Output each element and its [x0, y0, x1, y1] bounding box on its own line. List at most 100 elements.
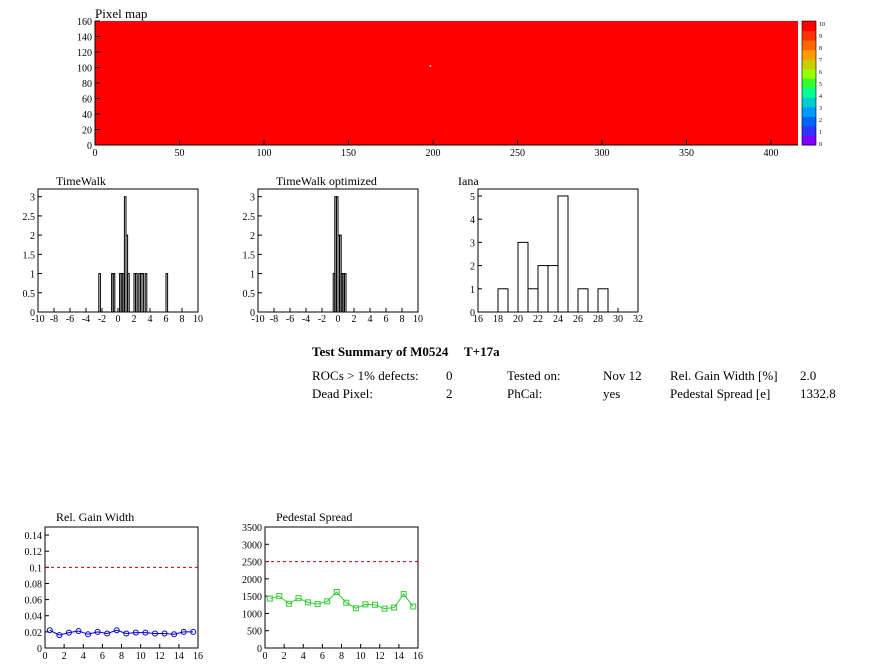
pedestal-spread-title: Pedestal Spread	[276, 510, 352, 524]
pixel-map-title: Pixel map	[95, 6, 147, 21]
pedestal-spread-point	[314, 601, 321, 608]
timewalk-optimized-x-tick-label: -8	[270, 314, 278, 325]
rel-gain-width-point	[65, 629, 72, 636]
pixel-map-x-tick-label: 50	[174, 148, 184, 159]
pixel-map-y-tick-label: 100	[77, 64, 92, 75]
rel-gain-width-point	[180, 628, 187, 635]
iana-title: Iana	[458, 174, 479, 188]
colorbar-band	[802, 30, 816, 41]
summary-value-ped-spread: 1332.8	[800, 386, 836, 401]
pedestal-spread-point	[371, 601, 378, 608]
iana-x-tick-label: 22	[533, 314, 543, 325]
pedestal-spread-point	[381, 605, 388, 612]
pedestal-spread-x-tick-label: 2	[282, 651, 287, 662]
rel-gain-width-point	[75, 628, 82, 635]
iana-y-tick-label: 3	[470, 238, 475, 249]
pixel-map-fill	[95, 21, 798, 145]
pedestal-spread-point	[410, 603, 417, 610]
colorbar-frame	[801, 20, 817, 146]
pixel-map-y-tick-label: 60	[82, 95, 92, 106]
pedestal-spread-x-tick-label: 0	[263, 651, 268, 662]
colorbar-band	[802, 78, 816, 89]
timewalk-bar	[144, 273, 148, 313]
pedestal-spread-x-tick-label: 4	[301, 651, 306, 662]
colorbar-tick-label: 5	[819, 82, 822, 88]
colorbar-band	[802, 68, 816, 79]
pedestal-spread-point	[285, 600, 292, 607]
iana-x-tick-label: 20	[513, 314, 523, 325]
pedestal-spread-point	[295, 595, 302, 602]
pedestal-spread-series-line	[269, 591, 414, 610]
rel-gain-width-x-tick-label: 2	[62, 651, 67, 662]
rel-gain-width-point	[85, 631, 92, 638]
pedestal-spread-chart: Pedestal Spread 0 2 4 6 8 10 12 14 16 0 500 1000 1500…	[242, 510, 423, 662]
pixel-map-y-tick-label: 160	[77, 17, 92, 28]
pixel-map-y-tick-label: 0	[87, 141, 92, 152]
iana-y-tick-label: 1	[470, 285, 475, 296]
timewalk-optimized-y-tick-label: 0	[250, 308, 255, 319]
rel-gain-width-x-tick-label: 4	[81, 651, 86, 662]
iana-bar	[577, 288, 589, 313]
pixel-map-y-tick-label: 140	[77, 33, 92, 44]
timewalk-bar	[141, 273, 145, 313]
colorbar-band	[802, 21, 816, 32]
timewalk-optimized-x-tick-label: 2	[352, 314, 357, 325]
pedestal-spread-point	[333, 588, 340, 595]
iana-y-tick-label: 5	[470, 192, 475, 203]
timewalk-optimized-y-tick-label: 1	[250, 270, 255, 281]
iana-bar	[557, 195, 569, 313]
pedestal-spread-x-tick-label: 8	[339, 651, 344, 662]
rel-gain-width-point	[190, 628, 197, 635]
colorbar-tick-label: 0	[819, 142, 822, 148]
rel-gain-width-x-tick-label: 0	[43, 651, 48, 662]
pedestal-spread-frame	[264, 526, 419, 649]
pedestal-spread-y-tick-label: 0	[257, 644, 262, 655]
pedestal-spread-y-tick-label: 2000	[242, 575, 262, 586]
rel-gain-width-chart: Rel. Gain Width 0 2 4 6 8 10 12 14 16 0 0.02 0.04 0.0…	[25, 510, 204, 662]
pixel-map-x-tick-label: 0	[93, 148, 98, 159]
rel-gain-width-series-line	[49, 629, 194, 636]
timewalk-x-tick-label: -6	[66, 314, 74, 325]
rel-gain-width-y-tick-label: 0.1	[30, 563, 43, 574]
timewalk-frame	[37, 188, 199, 313]
colorbar-band	[802, 125, 816, 136]
timewalk-optimized-x-tick-label: 8	[400, 314, 405, 325]
pedestal-spread-point	[266, 595, 273, 602]
rel-gain-width-point	[46, 627, 53, 634]
summary-label-ped-spread: Pedestal Spread [e]	[670, 386, 771, 401]
rel-gain-width-point	[151, 630, 158, 637]
timewalk-bar	[165, 273, 169, 313]
iana-bar	[597, 288, 609, 313]
timewalk-x-tick-label: -4	[82, 314, 90, 325]
colorbar-tick-label: 10	[819, 22, 825, 28]
pedestal-spread-point	[276, 593, 283, 600]
pixel-map-chart: Pixel map 0 50 100 150 200 250 300 350 400020406…	[77, 6, 825, 159]
timewalk-x-tick-label: 8	[180, 314, 185, 325]
timewalk-y-tick-label: 2	[30, 231, 35, 242]
pedestal-spread-y-tick-label: 2500	[242, 558, 262, 569]
timewalk-optimized-y-tick-label: 1.5	[243, 250, 256, 261]
timewalk-optimized-x-tick-label: -10	[251, 314, 264, 325]
pixel-map-y-tick-label: 20	[82, 126, 92, 137]
pedestal-spread-x-tick-label: 12	[375, 651, 385, 662]
timewalk-optimized-x-tick-label: -2	[318, 314, 326, 325]
iana-bar	[497, 288, 509, 313]
summary-value-gain-width: 2.0	[800, 368, 817, 383]
rel-gain-width-point	[104, 630, 111, 637]
rel-gain-width-y-tick-label: 0.12	[25, 547, 43, 558]
timewalk-x-tick-label: 6	[164, 314, 169, 325]
rel-gain-width-point	[161, 630, 168, 637]
rel-gain-width-point	[132, 629, 139, 636]
timewalk-x-tick-label: -10	[31, 314, 44, 325]
colorbar-tick-label: 1	[819, 130, 822, 136]
iana-x-tick-label: 28	[593, 314, 603, 325]
timewalk-bar	[127, 273, 130, 313]
rel-gain-width-x-tick-label: 12	[155, 651, 165, 662]
iana-x-tick-label: 18	[493, 314, 503, 325]
timewalk-y-tick-label: 1	[30, 270, 35, 281]
pixel-map-x-tick-label: 300	[594, 148, 609, 159]
timewalk-x-tick-label: 0	[116, 314, 121, 325]
rel-gain-width-x-tick-label: 8	[119, 651, 124, 662]
iana-x-tick-label: 32	[633, 314, 643, 325]
iana-y-tick-label: 0	[470, 308, 475, 319]
